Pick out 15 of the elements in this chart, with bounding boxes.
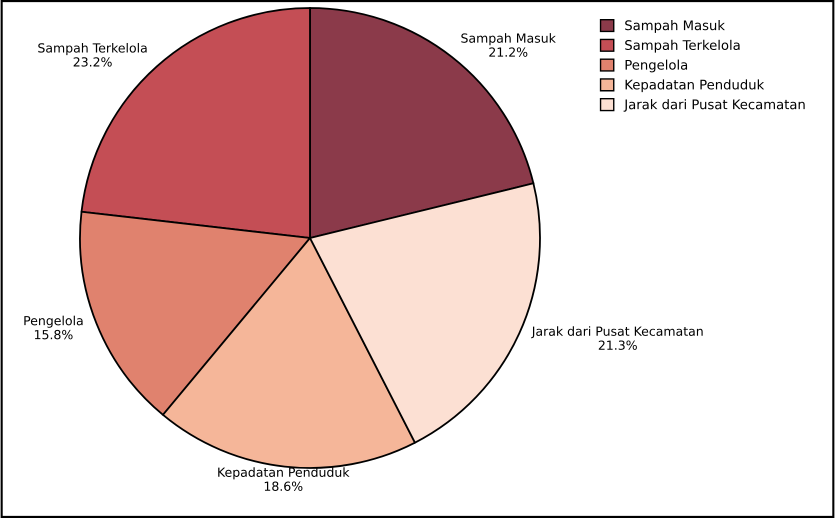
slice-label: Kepadatan Penduduk xyxy=(218,467,350,480)
legend-label: Kepadatan Penduduk xyxy=(626,79,764,92)
legend-label: Sampah Masuk xyxy=(625,20,725,33)
legend-label: Pengelola xyxy=(626,60,688,72)
legend-label: Sampah Terkelola xyxy=(625,40,740,53)
data-label: 18.6% xyxy=(264,482,302,491)
slice-label: Sampah Terkelola xyxy=(38,42,147,56)
data-label: 15.8% xyxy=(34,330,73,340)
data-label: 21.2% xyxy=(489,47,528,57)
slice-label: Sampah Masuk xyxy=(461,33,556,46)
slice-label: Jarak dari Pusat Kecamatan xyxy=(531,326,703,338)
data-label: 23.2% xyxy=(74,57,112,67)
slice-label: Pengelola xyxy=(24,316,83,328)
legend-label: Jarak dari Pusat Kecamatan xyxy=(624,99,805,112)
data-label: 21.3% xyxy=(598,340,637,350)
